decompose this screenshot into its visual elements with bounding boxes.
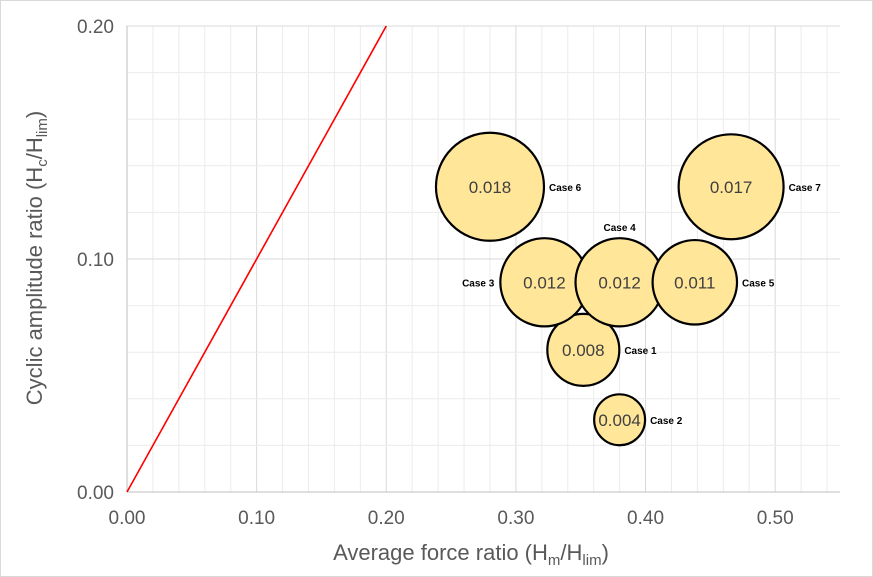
x-tick-label: 0.10 [238, 508, 275, 529]
bubble-circle [546, 312, 621, 387]
bubble-value-label: 0.018 [469, 178, 512, 197]
reference-line-group [126, 25, 387, 493]
axes [126, 26, 840, 493]
y-tick-label: 0.00 [77, 483, 114, 504]
y-tick-label: 0.20 [77, 17, 114, 38]
bubble-value-label: 0.012 [523, 273, 566, 292]
bubble-case-2: 0.004 Case 2 [593, 393, 683, 447]
bubble-case-label: Case 2 [650, 416, 683, 427]
x-axis-title: Average force ratio (Hm/Hlim) [333, 540, 609, 569]
bubble-case-label: Case 3 [462, 278, 495, 289]
bubble-circle [434, 131, 546, 242]
y-tick-label: 0.10 [77, 250, 114, 271]
y-tick-labels: 0.00 0.10 0.20 [77, 17, 114, 504]
bubble-value-label: 0.004 [598, 411, 641, 430]
bubble-value-label: 0.008 [562, 341, 605, 360]
bubble-circle [593, 393, 647, 447]
bubble-case-3: 0.012 Case 3 [462, 237, 590, 328]
bubble-value-label: 0.011 [674, 273, 715, 292]
bubble-case-7: 0.017 Case 7 [677, 133, 822, 241]
bubble-value-label: 0.017 [710, 178, 753, 197]
x-tick-labels: 0.00 0.10 0.20 0.30 0.40 0.50 [109, 508, 794, 529]
bubble-case-1: 0.008 Case 1 [546, 312, 657, 387]
bubble-case-label: Case 4 [603, 223, 636, 234]
x-tick-label: 0.20 [368, 508, 405, 529]
bubble-case-label: Case 6 [549, 183, 582, 194]
bubble-circle [651, 238, 739, 326]
bubble-value-label: 0.012 [598, 273, 641, 292]
reference-line [126, 25, 387, 493]
y-axis-title: Cyclic amplitude ratio (Hc/Hlim) [22, 111, 51, 405]
bubbles: 0.008 Case 1 0.004 Case 2 0.012 Case 3 0.012 Ca… [434, 131, 822, 447]
x-tick-label: 0.40 [627, 508, 664, 529]
bubble-case-label: Case 5 [742, 278, 775, 289]
x-tick-label: 0.00 [109, 508, 146, 529]
x-tick-label: 0.50 [757, 508, 794, 529]
bubble-case-label: Case 7 [789, 183, 822, 194]
x-tick-label: 0.30 [497, 508, 534, 529]
bubble-case-4: 0.012 Case 4 [574, 223, 665, 328]
grid [127, 25, 840, 492]
bubble-circle [677, 133, 785, 241]
bubble-case-5: 0.011 Case 5 [651, 238, 775, 326]
bubble-case-label: Case 1 [624, 346, 657, 357]
bubble-case-6: 0.018 Case 6 [434, 131, 582, 242]
